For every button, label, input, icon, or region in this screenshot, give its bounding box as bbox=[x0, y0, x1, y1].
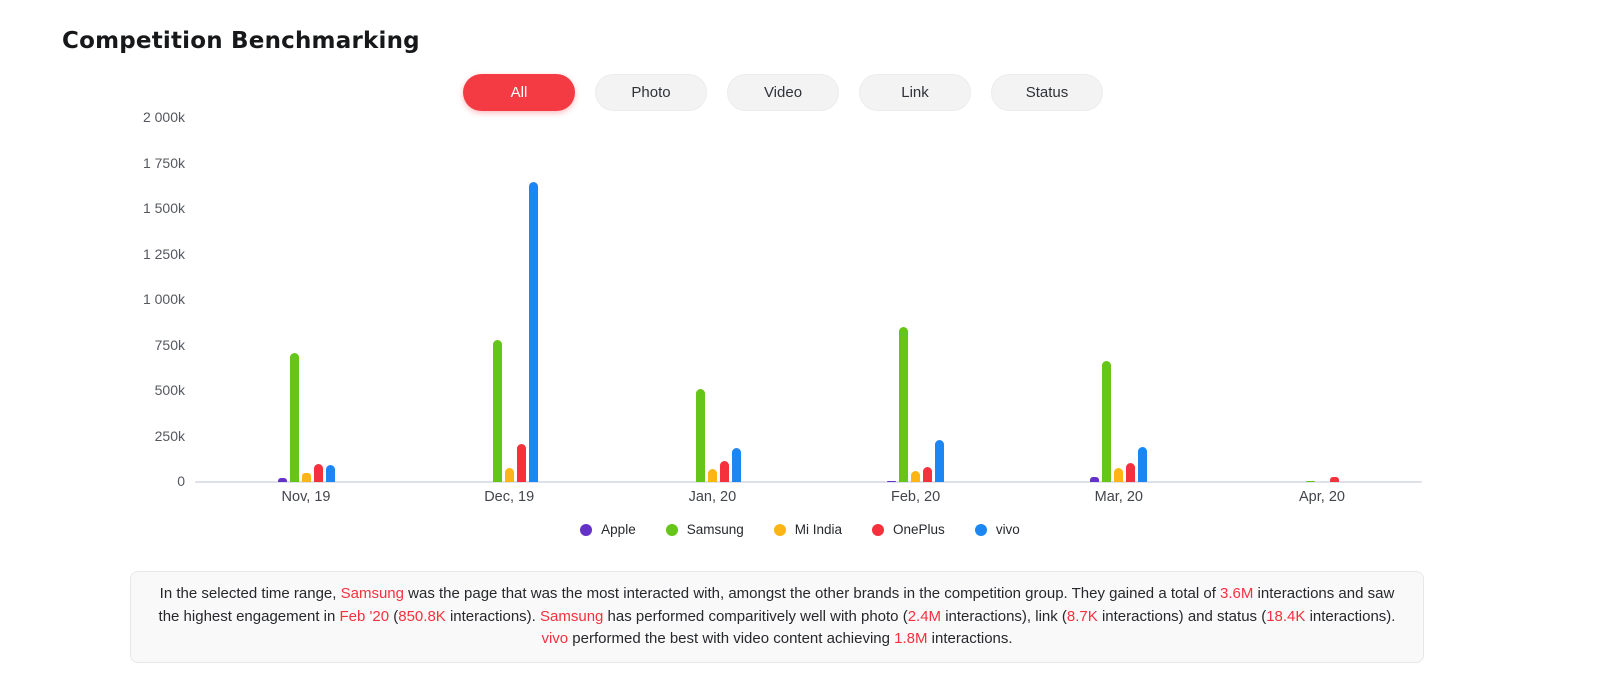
y-axis-tick-label: 750k bbox=[154, 336, 185, 353]
tab-photo[interactable]: Photo bbox=[595, 74, 707, 111]
summary-box: In the selected time range, Samsung was … bbox=[130, 571, 1424, 663]
summary-segment: ( bbox=[389, 607, 399, 625]
summary-highlight: 8.7K bbox=[1066, 607, 1098, 625]
bar-oneplus bbox=[719, 461, 729, 482]
legend-item-mi-india[interactable]: Mi India bbox=[773, 522, 843, 537]
bar-vivo bbox=[325, 464, 335, 482]
bar-oneplus bbox=[1329, 477, 1339, 482]
x-axis-tick-label: Feb, 20 bbox=[891, 489, 941, 505]
bar-group-feb-20 bbox=[885, 118, 947, 482]
legend-label: Samsung bbox=[686, 522, 744, 537]
tab-label: Video bbox=[763, 84, 803, 101]
bar-group-nov-19 bbox=[275, 118, 337, 482]
legend-dot-samsung bbox=[665, 523, 678, 536]
summary-highlight: Samsung bbox=[540, 607, 604, 625]
summary-segment: performed the best with video content ac… bbox=[568, 630, 895, 647]
summary-segment: has performed comparitively well with ph… bbox=[603, 607, 908, 625]
summary-highlight: 18.4K bbox=[1266, 607, 1306, 625]
bar-oneplus bbox=[923, 466, 933, 482]
y-axis-tick-label: 1 500k bbox=[142, 200, 185, 216]
tab-status[interactable]: Status bbox=[991, 74, 1103, 111]
bar-mi-india bbox=[707, 469, 717, 482]
legend-item-apple[interactable]: Apple bbox=[580, 522, 636, 537]
bar-samsung bbox=[695, 389, 705, 482]
bar-group-jan-20 bbox=[681, 118, 743, 482]
bar-mi-india bbox=[504, 468, 514, 482]
y-axis-tick-label: 1 250k bbox=[142, 245, 185, 262]
bar-mi-india bbox=[1114, 467, 1124, 482]
summary-highlight: vivo bbox=[541, 630, 569, 647]
legend-dot-oneplus bbox=[872, 523, 885, 536]
bar-group-dec-19 bbox=[478, 118, 540, 482]
y-axis-tick-label: 1 000k bbox=[142, 291, 185, 307]
summary-highlight: Feb '20 bbox=[339, 607, 390, 625]
bar-group-apr-20 bbox=[1291, 118, 1353, 482]
x-axis-tick-label: Jan, 20 bbox=[688, 489, 737, 505]
summary-highlight: 2.4M bbox=[907, 607, 942, 625]
bar-mi-india bbox=[301, 473, 311, 482]
legend-dot-apple bbox=[580, 523, 593, 536]
summary-segment: interactions). bbox=[1305, 607, 1396, 625]
tab-label: All bbox=[510, 84, 528, 101]
bar-samsung bbox=[1102, 360, 1112, 482]
tab-all[interactable]: All bbox=[463, 74, 575, 111]
y-axis-tick-label: 2 000k bbox=[142, 109, 185, 125]
legend-label: Mi India bbox=[794, 522, 843, 537]
bar-samsung bbox=[289, 352, 299, 482]
summary-segment: interactions. bbox=[927, 630, 1013, 647]
bar-oneplus bbox=[313, 463, 323, 482]
legend-label: OnePlus bbox=[893, 522, 945, 537]
summary-highlight: 3.6M bbox=[1220, 585, 1254, 602]
bar-vivo bbox=[935, 440, 945, 482]
tab-label: Status bbox=[1025, 84, 1069, 101]
filter-tabs: All Photo Video Link Status bbox=[463, 74, 1103, 111]
summary-segment: interactions). bbox=[445, 607, 541, 625]
summary-segment: interactions and saw the highest engagem… bbox=[158, 585, 1395, 625]
bar-vivo bbox=[528, 181, 538, 482]
summary-segment: interactions) and status ( bbox=[1097, 607, 1267, 625]
summary-highlight: 1.8M bbox=[894, 630, 928, 647]
bar-samsung bbox=[492, 340, 502, 482]
bar-apple bbox=[887, 480, 897, 482]
y-axis-tick-label: 250k bbox=[154, 427, 185, 444]
legend-dot-vivo bbox=[974, 523, 987, 536]
tab-link[interactable]: Link bbox=[859, 74, 971, 111]
bar-group-mar-20 bbox=[1088, 118, 1150, 482]
bar-oneplus bbox=[1126, 462, 1136, 482]
tab-video[interactable]: Video bbox=[727, 74, 839, 111]
legend-item-samsung[interactable]: Samsung bbox=[665, 522, 744, 537]
x-axis-line bbox=[195, 481, 1422, 483]
x-axis-tick-label: Nov, 19 bbox=[281, 489, 331, 505]
chart-legend: Apple Samsung Mi India OnePlus vivo bbox=[0, 522, 1600, 537]
bar-samsung bbox=[1305, 480, 1315, 482]
legend-item-vivo[interactable]: vivo bbox=[974, 522, 1020, 537]
summary-segment: was the page that was the most interacte… bbox=[403, 585, 1221, 602]
summary-segment: interactions), link ( bbox=[941, 607, 1067, 625]
summary-segment: In the selected time range, bbox=[159, 585, 341, 602]
summary-text: In the selected time range, Samsung was … bbox=[159, 585, 1396, 647]
y-axis-tick-label: 500k bbox=[154, 382, 185, 398]
bar-vivo bbox=[1138, 447, 1148, 482]
bar-mi-india bbox=[911, 471, 921, 482]
bar-samsung bbox=[899, 327, 909, 482]
y-axis-tick-label: 1 750k bbox=[142, 154, 185, 171]
bar-oneplus bbox=[516, 443, 526, 482]
legend-dot-mi-india bbox=[773, 523, 786, 536]
page-title: Competition Benchmarking bbox=[62, 28, 420, 54]
bar-apple bbox=[1090, 476, 1100, 482]
bar-apple bbox=[277, 478, 287, 482]
bar-vivo bbox=[731, 448, 741, 482]
tab-label: Photo bbox=[631, 84, 671, 101]
x-axis-tick-label: Dec, 19 bbox=[484, 489, 535, 505]
x-axis-tick-label: Apr, 20 bbox=[1299, 489, 1345, 505]
legend-label: Apple bbox=[601, 522, 636, 537]
summary-highlight: Samsung bbox=[340, 585, 404, 602]
y-axis-tick-label: 0 bbox=[177, 473, 185, 489]
tab-label: Link bbox=[901, 84, 929, 101]
legend-item-oneplus[interactable]: OnePlus bbox=[872, 522, 945, 537]
legend-label: vivo bbox=[995, 522, 1020, 537]
summary-highlight: 850.8K bbox=[398, 607, 446, 625]
x-axis-tick-label: Mar, 20 bbox=[1094, 489, 1143, 505]
